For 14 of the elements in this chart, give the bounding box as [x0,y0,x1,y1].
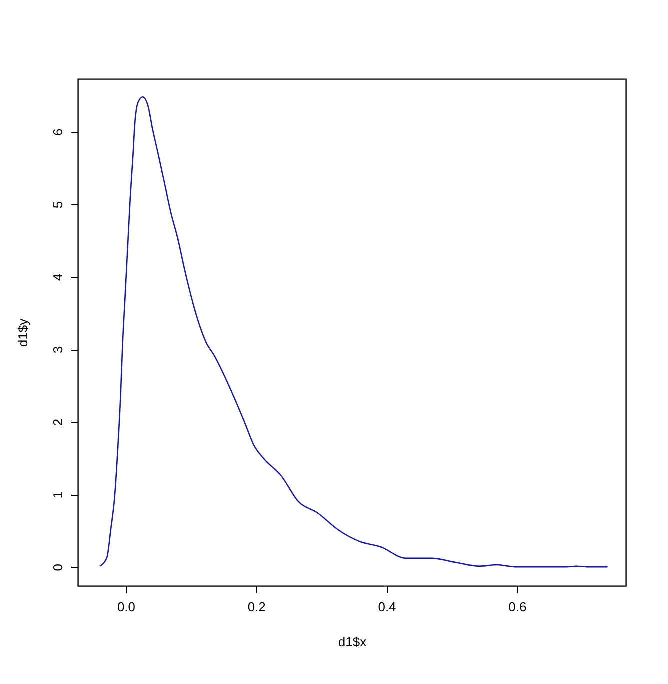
y-tick-label: 6 [50,128,66,136]
y-tick-label: 1 [50,491,66,499]
x-tick-label: 0.4 [378,600,396,614]
y-tick-label: 2 [50,418,66,426]
y-tick-label: 5 [50,201,66,209]
x-axis-title: d1$x [338,634,368,650]
x-tick-label: 0.0 [117,600,136,614]
y-tick-label: 0 [50,564,66,572]
y-tick-label: 4 [50,274,66,282]
y-tick-label: 3 [50,346,66,354]
line-series [99,96,608,568]
x-tick-label: 0.2 [248,600,266,614]
y-axis-title: d1$y [16,318,30,348]
x-tick-label: 0.6 [508,600,527,614]
